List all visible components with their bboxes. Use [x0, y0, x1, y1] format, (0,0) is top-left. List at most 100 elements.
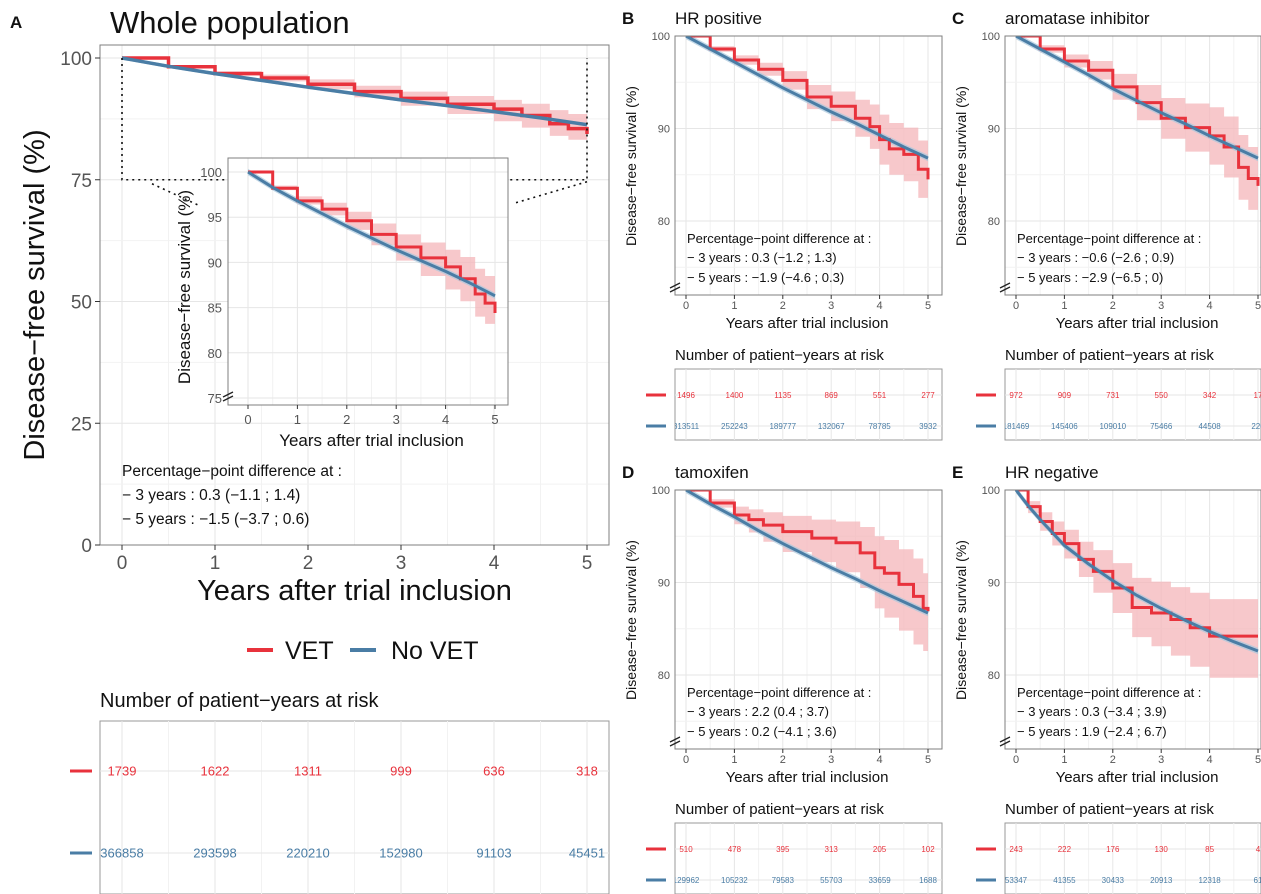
- x-tick-label: 5: [582, 553, 593, 574]
- y-tick-label: 90: [988, 124, 1000, 136]
- risk-cell-vet: 1400: [726, 391, 744, 400]
- difference-3-years: − 3 years : 0.3 (−1.1 ; 1.4): [122, 487, 300, 504]
- y-tick-label: 75: [71, 171, 92, 192]
- y-axis-label: Disease−free survival (%): [953, 86, 969, 246]
- risk-cell-novet: 132067: [818, 422, 845, 431]
- novet-survival-line: [1014, 490, 1259, 653]
- x-axis-label: Years after trial inclusion: [726, 315, 889, 332]
- y-tick-label: 0: [81, 536, 92, 557]
- panel-label: B: [622, 9, 634, 28]
- risk-cell-vet: 222: [1058, 845, 1072, 854]
- novet-survival-line: [247, 170, 496, 298]
- panel-label: E: [952, 463, 963, 482]
- risk-table-frame: [674, 822, 943, 894]
- risk-table-title: Number of patient−years at risk: [675, 347, 884, 364]
- risk-cell-vet: 1496: [677, 391, 695, 400]
- risk-cell-novet: 1688: [919, 876, 937, 885]
- plot-border: [99, 44, 610, 546]
- legend: VET No VET: [247, 637, 479, 665]
- panel-label: C: [952, 9, 964, 28]
- risk-cell-vet: 1311: [294, 764, 322, 779]
- risk-cell-vet: 972: [1009, 391, 1023, 400]
- y-tick-label: 80: [658, 216, 670, 228]
- risk-cell-novet: 12318: [1198, 876, 1221, 885]
- risk-cell-novet: 45451: [569, 846, 605, 861]
- difference-title: Percentage−point difference at :: [1017, 685, 1201, 700]
- risk-cell-novet: 145406: [1051, 422, 1078, 431]
- y-tick-label: 90: [988, 578, 1000, 590]
- risk-cell-novet: 181469: [1003, 422, 1030, 431]
- vet-survival-line: [686, 490, 930, 612]
- risk-cell-novet: 313511: [673, 422, 700, 431]
- vet-confidence-band: [686, 36, 928, 203]
- risk-cell-vet: 342: [1203, 391, 1217, 400]
- risk-cell-vet: 909: [1058, 391, 1072, 400]
- y-axis-label: Disease−free survival (%): [953, 540, 969, 700]
- risk-cell-novet: 33659: [868, 876, 891, 885]
- risk-cell-novet: 109010: [1099, 422, 1126, 431]
- axis-break-mark: [669, 736, 681, 747]
- y-tick-label: 90: [658, 578, 670, 590]
- curves-group: [247, 168, 497, 333]
- x-tick-label: 3: [396, 553, 407, 574]
- panel-title: aromatase inhibitor: [1005, 9, 1150, 28]
- x-tick-label: 5: [1255, 754, 1261, 766]
- y-tick-label: 100: [652, 31, 670, 43]
- inset-y-tick-label: 90: [208, 255, 222, 270]
- y-tick-label: 100: [652, 485, 670, 497]
- x-tick-label: 3: [1158, 300, 1164, 312]
- inset-x-tick-label: 5: [491, 412, 498, 427]
- risk-cell-vet: 205: [873, 845, 887, 854]
- risk-cell-novet: 189777: [769, 422, 796, 431]
- risk-cell-novet: 30433: [1102, 876, 1125, 885]
- x-tick-label: 2: [780, 754, 786, 766]
- x-tick-label: 4: [489, 553, 500, 574]
- axis-break-mark: [999, 736, 1011, 747]
- vet-survival-line: [686, 36, 930, 180]
- difference-5-years: − 5 years : 1.9 (−2.4 ; 6.7): [1017, 724, 1167, 739]
- x-tick-label: 4: [1207, 300, 1213, 312]
- risk-cell-novet: 53347: [1005, 876, 1028, 885]
- risk-cell-vet: 176: [1106, 845, 1120, 854]
- novet-survival-line: [121, 56, 588, 127]
- risk-cell-vet: 395: [776, 845, 790, 854]
- risk-cell-novet: 152980: [379, 846, 422, 861]
- x-tick-label: 5: [925, 300, 931, 312]
- risk-table-frame: [1004, 822, 1261, 894]
- difference-3-years: − 3 years : −0.6 (−2.6 ; 0.9): [1017, 250, 1174, 265]
- legend-vet-label: VET: [285, 637, 334, 665]
- risk-cell-novet: 293598: [193, 846, 236, 861]
- curves-group: [121, 56, 589, 145]
- vet-confidence-band: [1016, 490, 1258, 680]
- inset-border: [227, 157, 509, 406]
- inset-y-axis-label: Disease−free survival (%): [175, 190, 194, 384]
- axis-break-mark: [669, 282, 681, 293]
- difference-title: Percentage−point difference at :: [687, 231, 871, 246]
- panel-title: tamoxifen: [675, 463, 749, 482]
- plot-border: [1004, 35, 1261, 296]
- risk-cell-vet: 1622: [201, 764, 230, 779]
- panel-title: HR negative: [1005, 463, 1099, 482]
- difference-5-years: − 5 years : −1.9 (−4.6 ; 0.3): [687, 270, 844, 285]
- risk-cell-vet: 999: [390, 764, 412, 779]
- risk-cell-novet: 366858: [100, 846, 143, 861]
- risk-cell-vet: 636: [483, 764, 505, 779]
- x-tick-label: 1: [731, 300, 737, 312]
- x-tick-label: 5: [925, 754, 931, 766]
- panel-b: B HR positive 80 90 100 0 1 2 3 4 5 Years after tri…: [622, 9, 943, 441]
- y-tick-label: 100: [60, 49, 92, 70]
- risk-table-cells: 243 222 176 130 85 4 53347 41355 30433 20913 12318…: [1005, 845, 1261, 885]
- inset-x-tick-label: 1: [294, 412, 301, 427]
- inset-x-tick-label: 4: [442, 412, 449, 427]
- x-axis-label: Years after trial inclusion: [1056, 315, 1219, 332]
- novet-survival-line: [685, 490, 929, 615]
- x-axis-label: Years after trial inclusion: [1056, 769, 1219, 786]
- difference-3-years: − 3 years : 0.3 (−1.2 ; 1.3): [687, 250, 837, 265]
- axis-break-mark: [222, 391, 234, 402]
- risk-cell-vet: 243: [1009, 845, 1023, 854]
- x-tick-label: 1: [731, 754, 737, 766]
- x-axis-label: Years after trial inclusion: [726, 769, 889, 786]
- risk-table-title: Number of patient−years at risk: [675, 801, 884, 818]
